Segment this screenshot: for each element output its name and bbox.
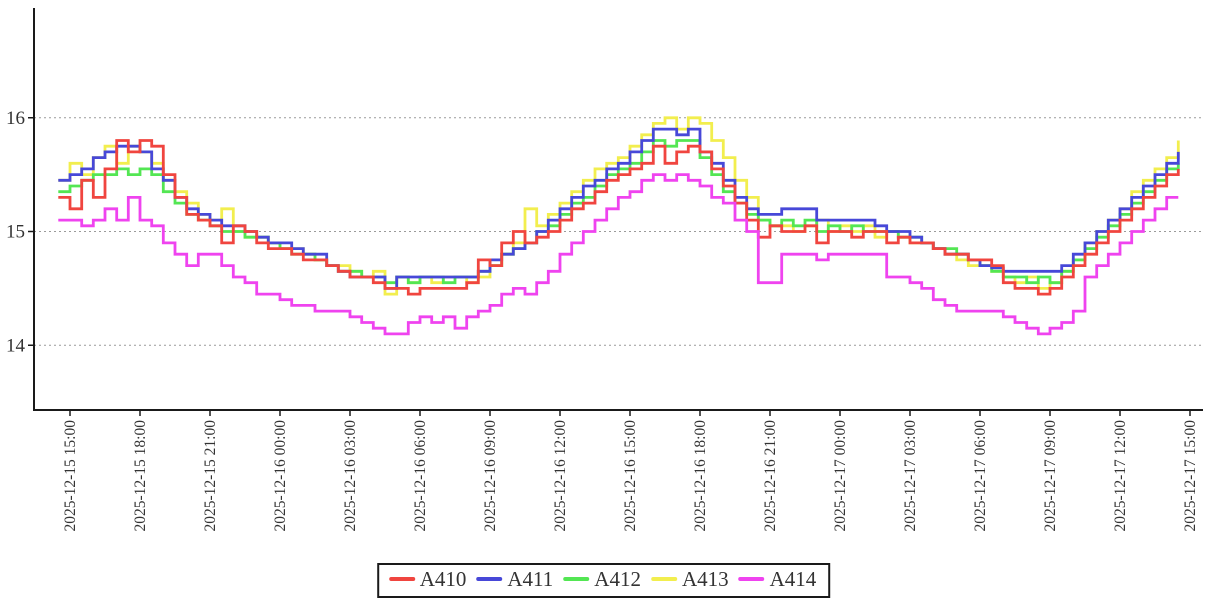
x-tick-label-13: 2025-12-17 06:00 [972, 420, 989, 532]
x-tick-label-15: 2025-12-17 12:00 [1112, 420, 1129, 532]
legend-label-a410: A410 [419, 566, 467, 591]
legend-swatch-a411 [476, 577, 503, 582]
x-tick-label-3: 2025-12-16 00:00 [272, 420, 289, 532]
x-tick-label-0: 2025-12-15 15:00 [62, 420, 79, 532]
legend-swatch-a410 [388, 577, 415, 582]
y-tick-label-14: 14 [6, 335, 26, 356]
legend-item-a414: A414 [729, 566, 817, 592]
legend-label-a414: A414 [769, 566, 817, 591]
legend-swatch-a412 [563, 577, 590, 582]
x-tick-label-16: 2025-12-17 15:00 [1182, 420, 1199, 532]
series-line-a410 [58, 139, 1180, 296]
series-line-a414 [58, 173, 1179, 336]
x-tick-label-7: 2025-12-16 12:00 [552, 420, 569, 532]
x-tick-label-10: 2025-12-16 21:00 [762, 420, 779, 532]
x-tick-label-5: 2025-12-16 06:00 [412, 420, 429, 532]
y-tick-label-15: 15 [6, 222, 25, 243]
x-tick-label-12: 2025-12-17 03:00 [902, 420, 919, 532]
y-tick-label-16: 16 [6, 108, 25, 129]
legend-label-a413: A413 [681, 566, 729, 591]
x-tick-label-2: 2025-12-15 21:00 [202, 420, 219, 532]
legend: A410 A411 A412 A413 A414 [376, 562, 831, 598]
x-tick-label-11: 2025-12-17 00:00 [832, 420, 849, 532]
legend-label-a412: A412 [594, 566, 641, 591]
series-line-a411 [58, 127, 1180, 290]
legend-item-a411: A411 [466, 567, 553, 592]
legend-swatch-a414 [738, 577, 765, 582]
legend-label-a411: A411 [507, 566, 554, 591]
legend-swatch-a413 [650, 577, 677, 582]
x-tick-label-8: 2025-12-16 15:00 [622, 420, 639, 532]
x-tick-label-6: 2025-12-16 09:00 [482, 420, 499, 532]
x-tick-label-1: 2025-12-15 18:00 [132, 420, 149, 532]
legend-item-a413: A413 [641, 567, 729, 592]
x-tick-label-14: 2025-12-17 09:00 [1042, 420, 1059, 532]
x-tick-label-4: 2025-12-16 03:00 [342, 420, 359, 532]
x-tick-label-9: 2025-12-16 18:00 [692, 420, 709, 532]
legend-item-a410: A410 [388, 566, 467, 592]
legend-item-a412: A412 [553, 567, 641, 592]
